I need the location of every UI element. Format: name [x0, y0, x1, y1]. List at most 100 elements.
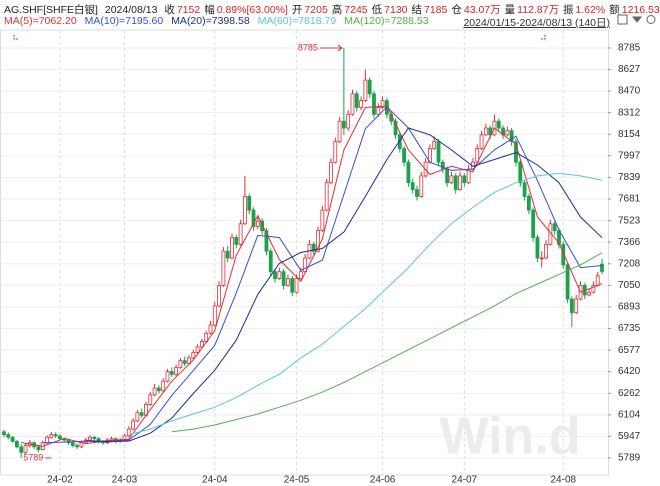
candle-body [169, 371, 174, 375]
candle-body [337, 120, 342, 143]
candle-body [264, 230, 269, 252]
candle-body [131, 420, 135, 430]
candle-body [445, 168, 450, 184]
candle-body [294, 278, 299, 293]
candle-body [277, 271, 282, 279]
y-tick-label: 7839 [618, 172, 641, 183]
candle-body [363, 79, 368, 102]
candle-body [329, 161, 333, 184]
icon-window[interactable] [617, 14, 628, 25]
quote-label: 量 [504, 4, 516, 16]
candle-body [290, 278, 295, 293]
candle-body [496, 120, 501, 129]
candle-body [75, 445, 80, 448]
candle-body [600, 263, 604, 272]
candle-body [595, 275, 600, 286]
icon-settings[interactable] [646, 15, 656, 24]
candle-body [10, 436, 15, 442]
y-tick-label: 8470 [618, 86, 641, 97]
ma-line [171, 252, 603, 433]
candle-body [161, 380, 166, 392]
x-tick-label: 24-02 [47, 475, 73, 486]
candle-body [367, 79, 372, 95]
candle-body [372, 93, 376, 115]
quote-label: 高 [331, 4, 343, 16]
candle-body [182, 360, 187, 364]
x-tick-label: 24-06 [370, 475, 396, 486]
candle-body [535, 237, 540, 259]
candle-body [436, 141, 441, 163]
y-tick-label: 6735 [618, 323, 641, 334]
x-tick-label: 24-03 [112, 475, 138, 486]
ma-line [21, 105, 603, 447]
date-range[interactable]: 2024/01/15-2024/08/13 (140日) [463, 17, 610, 29]
candle-body [539, 257, 544, 260]
candle-body [15, 440, 19, 448]
candle-body [212, 305, 217, 326]
quote-value: 1216.53亿 [621, 4, 660, 16]
candle-body [225, 250, 230, 259]
candle-body [406, 161, 411, 184]
quote-label: 额 [609, 4, 620, 16]
candle-body [544, 243, 548, 259]
ma-line [42, 106, 603, 444]
candle-body [148, 394, 153, 405]
y-tick-label: 7208 [618, 258, 641, 269]
candle-body [217, 284, 222, 307]
candle-body [230, 237, 234, 259]
candle-body [139, 412, 144, 416]
candle-body [316, 230, 320, 252]
candle-body [92, 436, 97, 440]
candle-body [393, 120, 398, 136]
watermark: Win.d [439, 408, 580, 466]
x-tick-label: 24-07 [452, 475, 478, 486]
candle-body [569, 298, 574, 314]
quote-label: 振 [562, 4, 574, 16]
candle-body [36, 446, 41, 451]
candle-body [311, 243, 316, 252]
candle-body [402, 148, 407, 163]
candle-body [298, 271, 303, 279]
candle-body [58, 435, 62, 440]
candle-body [165, 371, 170, 382]
candle-body [488, 127, 493, 136]
candle-body [251, 209, 256, 227]
candle-body [243, 196, 247, 225]
candle-body [479, 134, 484, 149]
candle-body [238, 223, 243, 245]
candle-body [587, 291, 591, 296]
ma-line [128, 172, 603, 436]
annotation: 8785 [298, 42, 318, 52]
y-tick-label: 6893 [618, 302, 641, 313]
quote-label: 收 [164, 4, 175, 16]
candle-body [449, 175, 454, 184]
candle-body [419, 175, 424, 197]
candle-body [350, 93, 355, 115]
candle-body [53, 434, 58, 437]
candle-body [187, 357, 191, 364]
candle-body [23, 445, 28, 453]
candle-body [359, 100, 363, 108]
candle-body [152, 387, 157, 396]
y-tick-label: 6577 [618, 345, 641, 356]
quote-value: 7205 [304, 4, 328, 16]
y-tick-label: 6262 [618, 388, 641, 399]
candle-body [526, 196, 531, 211]
y-tick-label: 6104 [618, 409, 641, 420]
candle-body [591, 284, 596, 293]
candle-body [221, 250, 226, 286]
quote-label: 开 [291, 4, 303, 16]
candle-body [156, 387, 161, 392]
candle-body [2, 431, 6, 435]
icon-dropdown[interactable] [631, 16, 643, 23]
date: 2024/08/13 [104, 4, 158, 16]
ma-line [85, 127, 603, 442]
candle-body [376, 107, 381, 115]
candle-body [505, 130, 510, 136]
candle-body [552, 223, 557, 232]
candle-body [70, 442, 75, 446]
candle-body [522, 182, 527, 197]
candle-body [320, 209, 325, 232]
candle-body [462, 175, 467, 184]
